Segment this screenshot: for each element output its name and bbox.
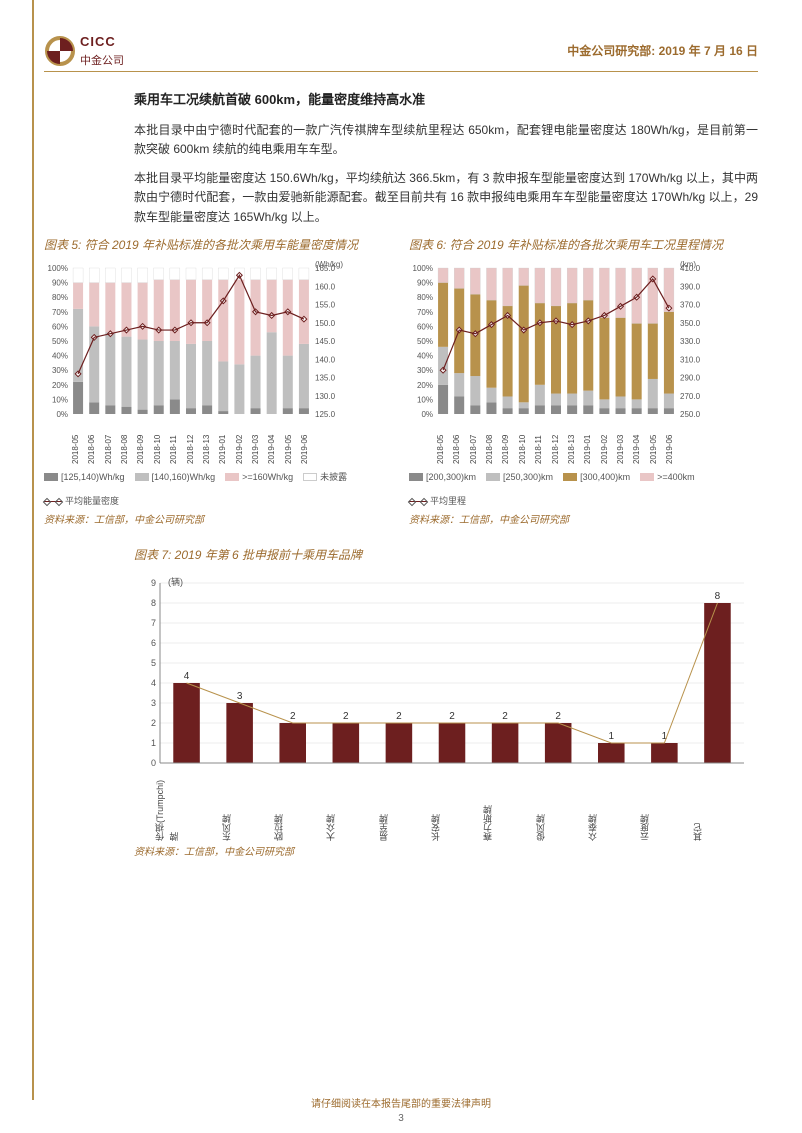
svg-text:60%: 60% (417, 322, 433, 331)
chart-5-xlabels: 2018-052018-062018-072018-082018-092018-… (70, 428, 312, 464)
chart-7-xlabels: 传祺(Trumpchi)牌东风牌欧拉牌大众牌易至牌长安牌赛力斯牌俊风牌众泰牌云度… (134, 777, 724, 841)
svg-text:70%: 70% (417, 307, 433, 316)
paragraph-1: 本批目录中由宁德时代配套的一款广汽传祺牌车型续航里程达 650km，配套锂电能量… (134, 121, 758, 159)
svg-text:310.0: 310.0 (680, 355, 701, 364)
svg-text:20%: 20% (417, 380, 433, 389)
chart-5-legend: [125,140)Wh/kg[140,160)Wh/kg>=160Wh/kg未披… (44, 470, 393, 509)
svg-text:150.0: 150.0 (315, 318, 336, 327)
svg-text:100%: 100% (48, 264, 68, 273)
svg-text:330.0: 330.0 (680, 337, 701, 346)
chart-7-wrap: 图表 7: 2019 年第 6 批申报前十乘用车品牌 0 1 2 3 4 5 6 7 8 9 (辆)… (44, 547, 758, 862)
svg-text:270.0: 270.0 (680, 391, 701, 400)
logo-text-top: CICC (80, 32, 124, 53)
chart-7-title: 图表 7: 2019 年第 6 批申报前十乘用车品牌 (134, 547, 758, 564)
section-title: 乘用车工况续航首破 600km，能量密度维持高水准 (134, 90, 758, 111)
svg-text:40%: 40% (52, 351, 68, 360)
svg-text:1: 1 (608, 731, 614, 742)
svg-text:30%: 30% (417, 366, 433, 375)
svg-text:2: 2 (343, 711, 349, 722)
svg-text:2: 2 (555, 711, 561, 722)
svg-text:5: 5 (151, 658, 156, 668)
page: CICC 中金公司 中金公司研究部: 2019 年 7 月 16 日 乘用车工况… (0, 0, 802, 1133)
svg-text:90%: 90% (417, 278, 433, 287)
svg-text:160.0: 160.0 (315, 282, 336, 291)
svg-text:145.0: 145.0 (315, 337, 336, 346)
svg-text:9: 9 (151, 578, 156, 588)
svg-text:0: 0 (151, 758, 156, 768)
svg-text:90%: 90% (52, 278, 68, 287)
svg-text:60%: 60% (52, 322, 68, 331)
svg-text:10%: 10% (52, 395, 68, 404)
svg-text:3: 3 (151, 698, 156, 708)
svg-text:80%: 80% (52, 293, 68, 302)
svg-text:140.0: 140.0 (315, 355, 336, 364)
svg-text:4: 4 (151, 678, 156, 688)
left-rule (32, 0, 34, 1100)
page-number: 3 (0, 1111, 802, 1127)
svg-text:155.0: 155.0 (315, 300, 336, 309)
svg-text:370.0: 370.0 (680, 300, 701, 309)
body-content: 乘用车工况续航首破 600km，能量密度维持高水准 本批目录中由宁德时代配套的一… (44, 90, 758, 227)
svg-text:2: 2 (151, 718, 156, 728)
header-date: 2019 年 7 月 16 日 (659, 44, 758, 58)
svg-text:130.0: 130.0 (315, 391, 336, 400)
svg-text:135.0: 135.0 (315, 373, 336, 382)
svg-text:20%: 20% (52, 380, 68, 389)
chart-row-1: 图表 5: 符合 2019 年补贴标准的各批次乘用车能量密度情况 0% 10% 20… (0, 237, 758, 543)
svg-text:0%: 0% (56, 410, 68, 419)
svg-text:50%: 50% (417, 337, 433, 346)
chart-5-source: 资料来源：工信部，中金公司研究部 (44, 513, 393, 529)
svg-text:125.0: 125.0 (315, 410, 336, 419)
paragraph-2: 本批目录平均能量密度达 150.6Wh/kg，平均续航达 366.5km，有 3… (134, 169, 758, 227)
chart-6-source: 资料来源：工信部，中金公司研究部 (409, 513, 758, 529)
logo-icon (44, 35, 76, 67)
svg-text:250.0: 250.0 (680, 410, 701, 419)
chart-7-svg: 0123456789(辆)43222222118 (134, 569, 754, 769)
header-right: 中金公司研究部: 2019 年 7 月 16 日 (567, 42, 758, 61)
svg-text:4: 4 (184, 671, 190, 682)
logo-text-bottom: 中金公司 (80, 53, 124, 71)
page-header: CICC 中金公司 中金公司研究部: 2019 年 7 月 16 日 (44, 32, 758, 72)
svg-text:8: 8 (151, 598, 156, 608)
svg-text:6: 6 (151, 638, 156, 648)
chart-6-svg: 0% 10% 20% 30% 40% 50% 60% 70% 80% 90% 100% 250.0 27… (409, 260, 709, 420)
chart-6-xlabels: 2018-052018-062018-072018-082018-092018-… (435, 428, 677, 464)
svg-text:40%: 40% (417, 351, 433, 360)
svg-text:3: 3 (237, 691, 243, 702)
svg-text:1: 1 (151, 738, 156, 748)
chart-5-svg: 0% 10% 20% 30% 40% 50% 60% 70% 80% 90% 100% 125.0 13… (44, 260, 344, 420)
svg-text:(辆): (辆) (168, 576, 183, 587)
chart-7-source: 资料来源：工信部，中金公司研究部 (134, 845, 758, 861)
svg-text:10%: 10% (417, 395, 433, 404)
chart-5: 图表 5: 符合 2019 年补贴标准的各批次乘用车能量密度情况 0% 10% 20… (44, 237, 393, 543)
svg-text:80%: 80% (417, 293, 433, 302)
svg-text:100%: 100% (413, 264, 433, 273)
chart-6-legend: [200,300)km[250,300)km[300,400)km>=400km… (409, 470, 758, 509)
svg-text:70%: 70% (52, 307, 68, 316)
svg-text:2: 2 (290, 711, 296, 722)
logo: CICC 中金公司 (44, 32, 124, 70)
svg-text:7: 7 (151, 618, 156, 628)
svg-text:8: 8 (715, 591, 721, 602)
svg-text:50%: 50% (52, 337, 68, 346)
svg-text:(Wh/kg): (Wh/kg) (315, 260, 343, 269)
svg-text:2: 2 (396, 711, 402, 722)
svg-text:390.0: 390.0 (680, 282, 701, 291)
chart-6-title: 图表 6: 符合 2019 年补贴标准的各批次乘用车工况里程情况 (409, 237, 758, 254)
svg-text:(km): (km) (680, 260, 696, 269)
svg-text:0%: 0% (421, 410, 433, 419)
svg-text:350.0: 350.0 (680, 318, 701, 327)
header-dept: 中金公司研究部: (567, 44, 655, 58)
chart-5-title: 图表 5: 符合 2019 年补贴标准的各批次乘用车能量密度情况 (44, 237, 393, 254)
svg-text:2: 2 (449, 711, 455, 722)
svg-text:30%: 30% (52, 366, 68, 375)
chart-6: 图表 6: 符合 2019 年补贴标准的各批次乘用车工况里程情况 0% 10% 20… (409, 237, 758, 543)
svg-text:290.0: 290.0 (680, 373, 701, 382)
svg-text:2: 2 (502, 711, 508, 722)
